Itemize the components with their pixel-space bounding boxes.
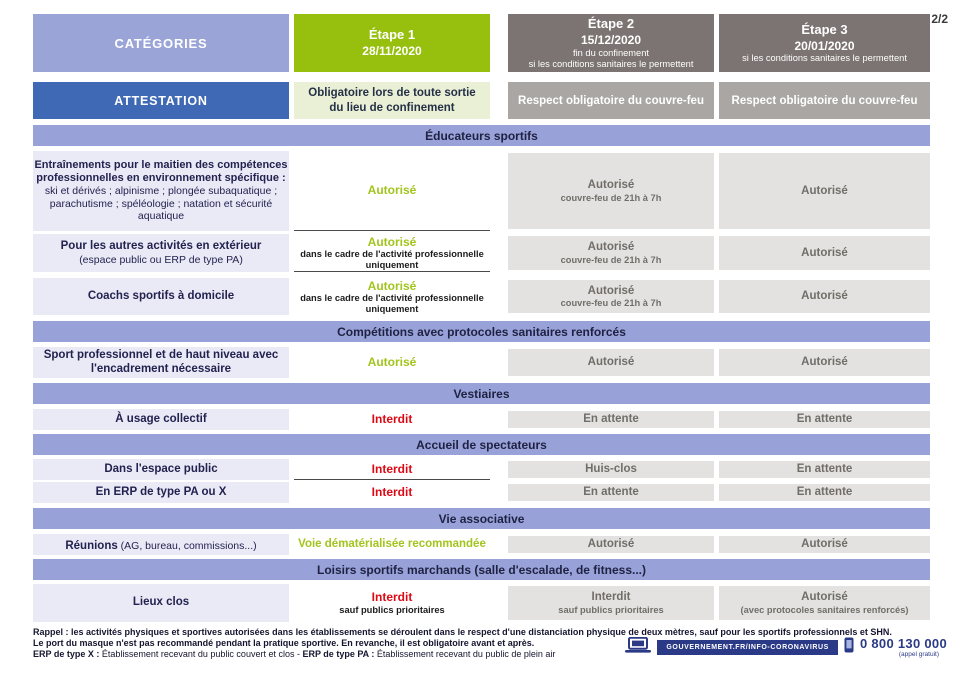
row-sport-pro: Sport professionnel et de haut niveau av…: [33, 347, 930, 378]
attestation-etape1-line2: du lieu de confinement: [329, 101, 455, 114]
attestation-label: ATTESTATION: [33, 82, 289, 119]
etape1-title: Étape 1: [368, 27, 416, 43]
row-entrainements-category-detail: ski et dérivés ; alpinisme ; plongée sub…: [44, 185, 278, 223]
row-espace-public-etape1: Interdit: [294, 459, 490, 480]
etape3-title: Étape 3: [801, 21, 848, 37]
etape2-title: Étape 2: [587, 16, 635, 32]
row-entrainements: Entraînements pour le maitien des compét…: [33, 151, 930, 231]
status-interdit: Interdit: [371, 485, 413, 500]
row-entrainements-etape3: Autorisé: [719, 153, 930, 229]
row-coachs-etape2: Autorisé couvre-feu de 21h à 7h: [508, 280, 714, 313]
covid-sport-table: CATÉGORIES Étape 1 28/11/2020 Étape 2 15…: [33, 14, 930, 622]
row-usage-collectif-category: À usage collectif: [33, 409, 289, 430]
laptop-icon: [625, 636, 652, 658]
table-header-row: CATÉGORIES Étape 1 28/11/2020 Étape 2 15…: [33, 14, 930, 72]
attestation-etape1-line1: Obligatoire lors de toute sortie: [308, 87, 476, 100]
row-entrainements-category: Entraînements pour le maitien des compét…: [33, 151, 289, 231]
phone-note: (appel gratuit): [898, 651, 939, 659]
row-coachs-category: Coachs sportifs à domicile: [33, 278, 289, 315]
row-usage-collectif-etape2: En attente: [508, 411, 714, 428]
row-espace-public-etape3: En attente: [719, 461, 930, 478]
etape3-date: 20/01/2020: [794, 38, 855, 53]
phone-number: 0 800 130 000: [859, 636, 947, 651]
row-lieux-clos: Lieux clos Interdit sauf publics priorit…: [33, 584, 930, 622]
section-spectateurs: Accueil de spectateurs: [33, 434, 930, 455]
status-interdit: Interdit: [371, 461, 413, 476]
footer-line1: Rappel : les activités physiques et spor…: [33, 627, 892, 637]
section-vestiaires: Vestiaires: [33, 383, 930, 404]
footer-notes: Rappel : les activités physiques et spor…: [33, 627, 933, 660]
row-erp-pa-x-etape2: En attente: [508, 484, 714, 501]
row-sport-pro-etape2: Autorisé: [508, 349, 714, 376]
row-sport-pro-etape3: Autorisé: [719, 349, 930, 376]
row-sport-pro-etape1: Autorisé: [294, 347, 490, 378]
row-lieux-clos-etape1: Interdit sauf publics prioritaires: [339, 590, 445, 615]
etape2-note1: fin du confinement: [573, 47, 649, 58]
row-autres-activites-category: Pour les autres activités en extérieur (…: [33, 234, 289, 272]
status-autorise: Autorisé: [367, 183, 417, 198]
row-reunions-etape2: Autorisé: [508, 536, 714, 553]
row-sport-pro-category: Sport professionnel et de haut niveau av…: [33, 347, 289, 378]
row-coachs: Coachs sportifs à domicile Autorisé dans…: [33, 278, 930, 315]
row-lieux-clos-category: Lieux clos: [33, 584, 289, 622]
row-erp-pa-x-category: En ERP de type PA ou X: [33, 482, 289, 503]
etape3-header: Étape 3 20/01/2020 si les conditions san…: [719, 14, 930, 72]
etape1-header: Étape 1 28/11/2020: [294, 14, 490, 72]
status-autorise: Autorisé: [367, 234, 417, 249]
row-erp-pa-x-etape1: Interdit: [294, 482, 490, 503]
attestation-row: ATTESTATION Obligatoire lors de toute so…: [33, 82, 930, 119]
row-usage-collectif-etape3: En attente: [719, 411, 930, 428]
status-autorise: Autorisé: [367, 355, 417, 370]
row-autres-activites-etape2: Autorisé couvre-feu de 21h à 7h: [508, 236, 714, 270]
row-lieux-clos-etape2: Interdit sauf publics prioritaires: [508, 586, 714, 620]
attestation-etape3: Respect obligatoire du couvre-feu: [719, 82, 930, 119]
row-espace-public-category: Dans l'espace public: [33, 459, 289, 480]
status-voie-dematerialisee: Voie dématérialisée recommandée: [298, 537, 486, 550]
row-reunions-etape3: Autorisé: [719, 536, 930, 553]
row-coachs-etape1: Autorisé dans le cadre de l'activité pro…: [300, 278, 484, 314]
page-indicator: 2/2: [931, 12, 948, 26]
status-interdit: Interdit: [371, 412, 413, 427]
row-lieux-clos-etape3: Autorisé (avec protocoles sanitaires ren…: [719, 586, 930, 620]
row-erp-pa-x: En ERP de type PA ou X Interdit En atten…: [33, 482, 930, 503]
footer-line3: ERP de type X : Établissement recevant d…: [33, 649, 556, 660]
etape2-header: Étape 2 15/12/2020 fin du confinement si…: [508, 14, 714, 72]
row-entrainements-category-bold: Entraînements pour le maitien des compét…: [34, 159, 288, 185]
etape3-note: si les conditions sanitaires le permette…: [742, 53, 907, 64]
row-entrainements-etape1: Autorisé: [294, 151, 490, 231]
attestation-etape2: Respect obligatoire du couvre-feu: [508, 82, 714, 119]
etape2-note2: si les conditions sanitaires le permette…: [528, 58, 694, 69]
etape2-date: 15/12/2020: [580, 33, 642, 48]
row-espace-public: Dans l'espace public Interdit Huis-clos …: [33, 459, 930, 480]
footer-line2: Le port du masque n'est pas recommandé p…: [33, 638, 535, 649]
section-competitions: Compétitions avec protocoles sanitaires …: [33, 321, 930, 342]
status-autorise: Autorisé: [367, 278, 417, 293]
row-usage-collectif: À usage collectif Interdit En attente En…: [33, 409, 930, 430]
row-autres-activites-etape3: Autorisé: [719, 236, 930, 270]
phone-block: 0 800 130 000 (appel gratuit): [859, 636, 947, 659]
row-espace-public-etape2: Huis-clos: [508, 461, 714, 478]
row-reunions-etape1: Voie dématérialisée recommandée: [294, 534, 490, 555]
categories-header: CATÉGORIES: [33, 14, 289, 72]
row-entrainements-etape2: Autorisé couvre-feu de 21h à 7h: [508, 153, 714, 229]
section-loisirs: Loisirs sportifs marchands (salle d'esca…: [33, 559, 930, 580]
attestation-etape1: Obligatoire lors de toute sortie du lieu…: [294, 82, 490, 119]
row-erp-pa-x-etape3: En attente: [719, 484, 930, 501]
row-coachs-etape3: Autorisé: [719, 280, 930, 313]
section-vie-associative: Vie associative: [33, 508, 930, 529]
government-site-badge: GOUVERNEMENT.FR/INFO-CORONAVIRUS: [657, 640, 838, 656]
row-reunions-category: Réunions (AG, bureau, commissions...): [33, 534, 289, 555]
row-usage-collectif-etape1: Interdit: [294, 409, 490, 430]
row-reunions: Réunions (AG, bureau, commissions...) Vo…: [33, 534, 930, 555]
footer-government-info: GOUVERNEMENT.FR/INFO-CORONAVIRUS 0 800 1…: [625, 636, 947, 659]
status-interdit: Interdit: [371, 590, 413, 605]
row-autres-activites-etape1: Autorisé dans le cadre de l'activité pro…: [294, 234, 490, 272]
section-educateurs-sportifs: Éducateurs sportifs: [33, 125, 930, 146]
phone-icon: [844, 637, 854, 658]
etape1-date: 28/11/2020: [362, 44, 422, 59]
row-autres-activites: Pour les autres activités en extérieur (…: [33, 234, 930, 272]
